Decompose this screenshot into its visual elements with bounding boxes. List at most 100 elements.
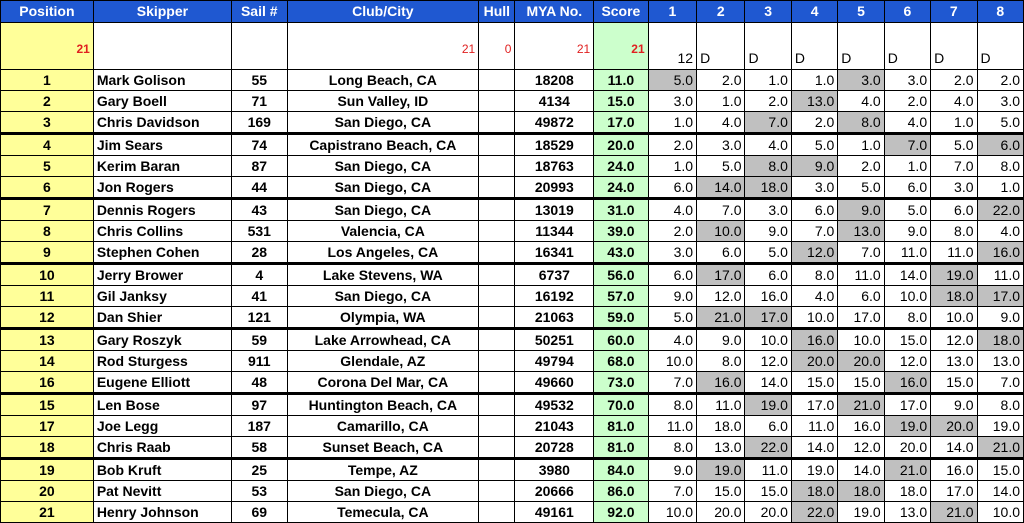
- race-6-cell: 4.0: [883, 111, 932, 134]
- race-1-cell: 8.0: [647, 392, 698, 416]
- race-8-cell: 9.0: [976, 306, 1024, 329]
- position-cell: 6: [0, 176, 94, 199]
- skipper-cell: Dan Shier: [92, 306, 233, 329]
- race-6-cell: 2.0: [883, 90, 932, 112]
- position-cell: 13: [0, 327, 94, 351]
- sail-cell: 121: [231, 306, 288, 329]
- mya-cell: 49161: [514, 501, 595, 523]
- score-cell: 84.0: [593, 457, 649, 481]
- position-cell: 14: [0, 350, 94, 372]
- race-5-cell: 4.0: [837, 90, 885, 112]
- table-row: 6 Jon Rogers 44 San Diego, CA 20993 24.0 6.0 14…: [0, 176, 1024, 199]
- race-2-cell: 5.0: [696, 155, 746, 177]
- race-3-cell: 9.0: [744, 220, 792, 242]
- race-6-cell: 1.0: [883, 155, 932, 177]
- club-cell: San Diego, CA: [286, 176, 480, 199]
- hull-cell: [478, 436, 516, 459]
- race-6-cell: 3.0: [883, 69, 932, 91]
- race-4-cell: 17.0: [790, 392, 839, 416]
- table-row: 5 Kerim Baran 87 San Diego, CA 18763 24.0 1.0 5…: [0, 155, 1024, 177]
- table-row: 18 Chris Raab 58 Sunset Beach, CA 20728 81.0 8…: [0, 436, 1024, 459]
- race-2-cell: 13.0: [696, 436, 746, 459]
- position-cell: 4: [0, 132, 94, 156]
- race-1-cell: 5.0: [647, 69, 698, 91]
- club-cell: San Diego, CA: [286, 285, 480, 307]
- mya-cell: 16192: [514, 285, 595, 307]
- race-2-cell: 6.0: [696, 241, 746, 264]
- hull-cell: [478, 480, 516, 502]
- race-1-cell: 1.0: [647, 155, 698, 177]
- race-6-cell: 7.0: [883, 132, 932, 156]
- race-6-cell: 20.0: [883, 436, 932, 459]
- race-4-cell: 16.0: [790, 327, 839, 351]
- summary-race-4: D: [790, 22, 839, 70]
- race-6-cell: 14.0: [883, 262, 932, 286]
- table-row: 20 Pat Nevitt 53 San Diego, CA 20666 86.0 7.0 1…: [0, 480, 1024, 502]
- race-2-cell: 15.0: [696, 480, 746, 502]
- club-cell: Valencia, CA: [286, 220, 480, 242]
- skipper-cell: Mark Golison: [92, 69, 233, 91]
- race-2-cell: 1.0: [696, 90, 746, 112]
- club-cell: Lake Arrowhead, CA: [286, 327, 480, 351]
- summary-position-count: 21: [0, 22, 94, 70]
- race-5-cell: 11.0: [837, 262, 885, 286]
- race-2-cell: 12.0: [696, 285, 746, 307]
- race-4-cell: 11.0: [790, 415, 839, 437]
- race-7-cell: 6.0: [930, 197, 978, 221]
- mya-cell: 18763: [514, 155, 595, 177]
- hull-cell: [478, 285, 516, 307]
- race-7-cell: 14.0: [930, 436, 978, 459]
- race-8-cell: 17.0: [976, 285, 1024, 307]
- race-7-cell: 9.0: [930, 392, 978, 416]
- sail-cell: 531: [231, 220, 288, 242]
- table-row: 4 Jim Sears 74 Capistrano Beach, CA 18529 20.…: [0, 132, 1024, 156]
- score-cell: 57.0: [593, 285, 649, 307]
- race-2-cell: 9.0: [696, 327, 746, 351]
- sail-cell: 69: [231, 501, 288, 523]
- race-2-cell: 20.0: [696, 501, 746, 523]
- position-cell: 11: [0, 285, 94, 307]
- summary-race-1: 12: [647, 22, 698, 70]
- race-6-cell: 17.0: [883, 392, 932, 416]
- header-race-8: 8: [976, 0, 1024, 23]
- race-4-cell: 13.0: [790, 90, 839, 112]
- sail-cell: 53: [231, 480, 288, 502]
- race-8-cell: 2.0: [976, 69, 1024, 91]
- skipper-cell: Henry Johnson: [92, 501, 233, 523]
- position-cell: 1: [0, 69, 94, 91]
- race-7-cell: 13.0: [930, 350, 978, 372]
- hull-cell: [478, 350, 516, 372]
- race-7-cell: 15.0: [930, 371, 978, 394]
- race-7-cell: 12.0: [930, 327, 978, 351]
- race-6-cell: 5.0: [883, 197, 932, 221]
- race-5-cell: 3.0: [837, 69, 885, 91]
- mya-cell: 3980: [514, 457, 595, 481]
- race-1-cell: 10.0: [647, 350, 698, 372]
- race-8-cell: 7.0: [976, 371, 1024, 394]
- header-race-2: 2: [696, 0, 746, 23]
- hull-cell: [478, 132, 516, 156]
- club-cell: Olympia, WA: [286, 306, 480, 329]
- race-5-cell: 12.0: [837, 436, 885, 459]
- race-4-cell: 3.0: [790, 176, 839, 199]
- summary-race-5: D: [837, 22, 885, 70]
- club-cell: Tempe, AZ: [286, 457, 480, 481]
- score-cell: 60.0: [593, 327, 649, 351]
- header-hull: Hull: [478, 0, 516, 23]
- table-row: 2 Gary Boell 71 Sun Valley, ID 4134 15.0 3.0 1.…: [0, 90, 1024, 112]
- race-6-cell: 19.0: [883, 415, 932, 437]
- race-6-cell: 15.0: [883, 327, 932, 351]
- table-row: 7 Dennis Rogers 43 San Diego, CA 13019 31.0 4.…: [0, 197, 1024, 221]
- race-5-cell: 20.0: [837, 350, 885, 372]
- race-4-cell: 19.0: [790, 457, 839, 481]
- header-race-4: 4: [790, 0, 839, 23]
- race-7-cell: 20.0: [930, 415, 978, 437]
- race-1-cell: 4.0: [647, 197, 698, 221]
- skipper-cell: Gary Roszyk: [92, 327, 233, 351]
- race-5-cell: 13.0: [837, 220, 885, 242]
- race-3-cell: 8.0: [744, 155, 792, 177]
- race-8-cell: 22.0: [976, 197, 1024, 221]
- skipper-cell: Rod Sturgess: [92, 350, 233, 372]
- header-row: Position Skipper Sail # Club/City Hull M…: [0, 0, 1024, 23]
- mya-cell: 20728: [514, 436, 595, 459]
